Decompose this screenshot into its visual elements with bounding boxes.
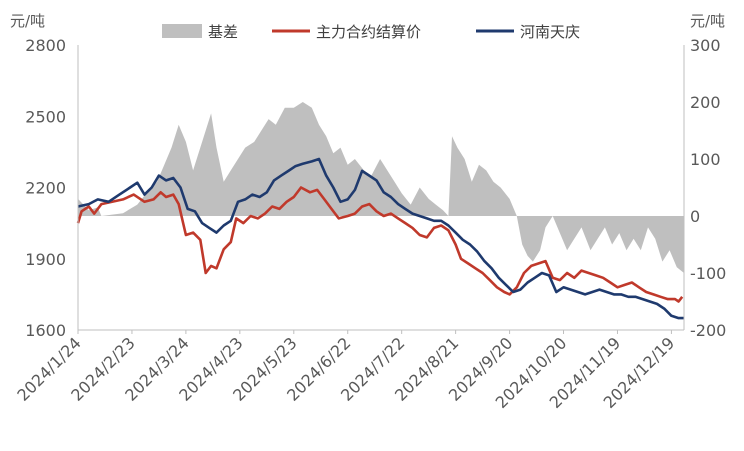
left-axis-unit: 元/吨 bbox=[10, 12, 45, 30]
legend-label-henan-tianqing: 河南天庆 bbox=[520, 23, 580, 41]
right-tick-label: -200 bbox=[690, 321, 726, 340]
right-tick-label: 200 bbox=[690, 93, 721, 112]
left-tick-label: 2500 bbox=[25, 107, 66, 126]
left-tick-label: 2200 bbox=[25, 179, 66, 198]
legend-label-basis: 基差 bbox=[208, 23, 238, 41]
right-tick-label: -100 bbox=[690, 264, 726, 283]
left-tick-label: 1900 bbox=[25, 250, 66, 269]
series-henan-tianqing-line bbox=[77, 157, 684, 320]
plot-area: 16001900220025002800-200-100010020030020… bbox=[13, 36, 726, 412]
legend-label-settlement: 主力合约结算价 bbox=[316, 23, 421, 41]
left-tick-label: 2800 bbox=[25, 36, 66, 55]
legend: 基差 主力合约结算价 河南天庆 bbox=[162, 23, 580, 41]
right-tick-label: 300 bbox=[690, 36, 721, 55]
legend-swatch-basis bbox=[162, 24, 202, 38]
right-axis-unit: 元/吨 bbox=[690, 12, 725, 30]
left-tick-label: 1600 bbox=[25, 321, 66, 340]
right-tick-label: 100 bbox=[690, 150, 721, 169]
right-tick-label: 0 bbox=[690, 207, 700, 226]
series-settlement-line bbox=[76, 186, 684, 303]
